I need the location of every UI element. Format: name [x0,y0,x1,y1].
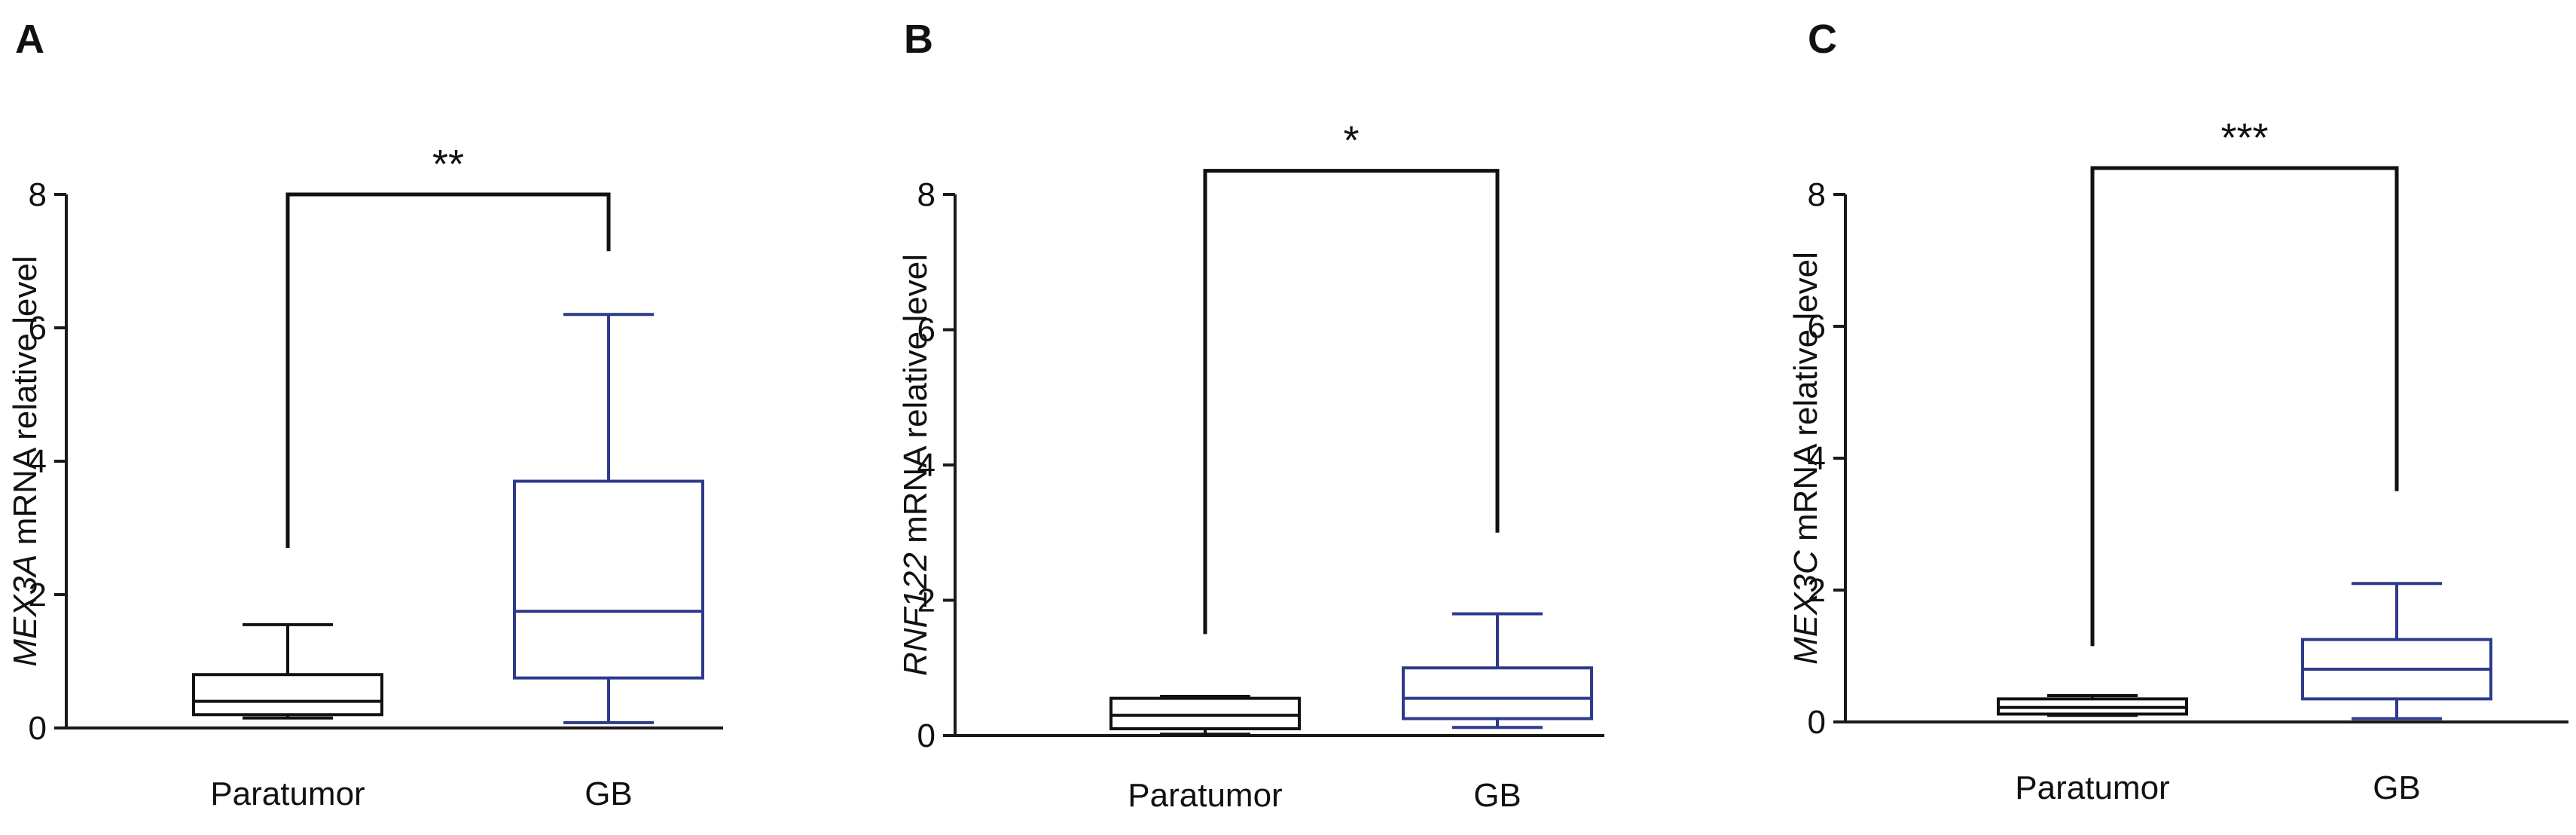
y-tick-label: 8 [1808,176,1826,213]
box-paratumor [1997,694,2188,717]
x-category-label: Paratumor [2015,769,2169,806]
y-tick-label: 8 [29,176,47,213]
y-tick-label: 2 [1808,572,1826,609]
x-category-label: GB [1473,777,1521,814]
panel-b: B 0 2 4 6 8 RNF122 mRNA relative level Paratumo… [897,17,1604,814]
significance-label: * [1343,118,1359,164]
significance-label: ** [432,142,464,187]
significance-bracket [1203,169,1500,635]
y-tick-label: 6 [29,310,47,347]
y-axis-title: MEX3A mRNA relative level [7,255,44,666]
y-axis-title-gene: MEX3A [7,554,44,666]
panel-letter: A [15,17,44,62]
box-iqr [1402,666,1593,720]
x-category-label: Paratumor [1128,777,1282,814]
box-gb [1402,612,1593,729]
y-axis-title-rest: mRNA relative level [1787,252,1824,550]
y-axis-title-rest: mRNA relative level [7,255,44,554]
y-tick-label: 0 [29,710,47,747]
y-tick-label: 0 [1808,704,1826,741]
panel-letter: C [1808,17,1837,62]
box-iqr [513,479,704,680]
box-gb [2301,582,2492,720]
panel-c: C 0 2 4 6 8 MEX3C mRNA relative level Paratumor… [1787,17,2568,806]
y-tick-label: 2 [917,583,935,619]
y-axis-title: RNF122 mRNA relative level [897,254,934,676]
box-paratumor [1109,694,1301,736]
panel-letter: B [904,17,933,62]
y-tick-label: 6 [1808,308,1826,345]
box-gb [513,313,704,724]
box-paratumor [192,622,383,720]
x-category-label: Paratumor [210,775,365,812]
panel-a: A 0 2 4 6 8 MEX3A mRNA relative level Paratumor… [7,17,723,812]
y-tick-label: 6 [917,312,935,349]
x-category-label: GB [2373,769,2421,806]
y-tick-label: 0 [917,717,935,754]
y-axis-title-rest: mRNA relative level [897,254,934,552]
significance-label: *** [2220,115,2268,161]
y-tick-label: 2 [29,577,47,613]
y-tick-label: 4 [917,447,935,484]
y-tick-label: 4 [29,443,47,480]
significance-bracket [2090,166,2399,647]
y-tick-label: 4 [1808,440,1826,477]
y-axis-title: MEX3C mRNA relative level [1787,252,1824,665]
y-tick-label: 8 [917,176,935,213]
significance-bracket [285,192,611,549]
box-iqr [1109,696,1301,731]
y-axis-title-gene: MEX3C [1787,549,1824,665]
y-axis-title-gene: RNF122 [897,552,934,676]
box-iqr [192,673,383,717]
x-category-label: GB [584,775,633,812]
